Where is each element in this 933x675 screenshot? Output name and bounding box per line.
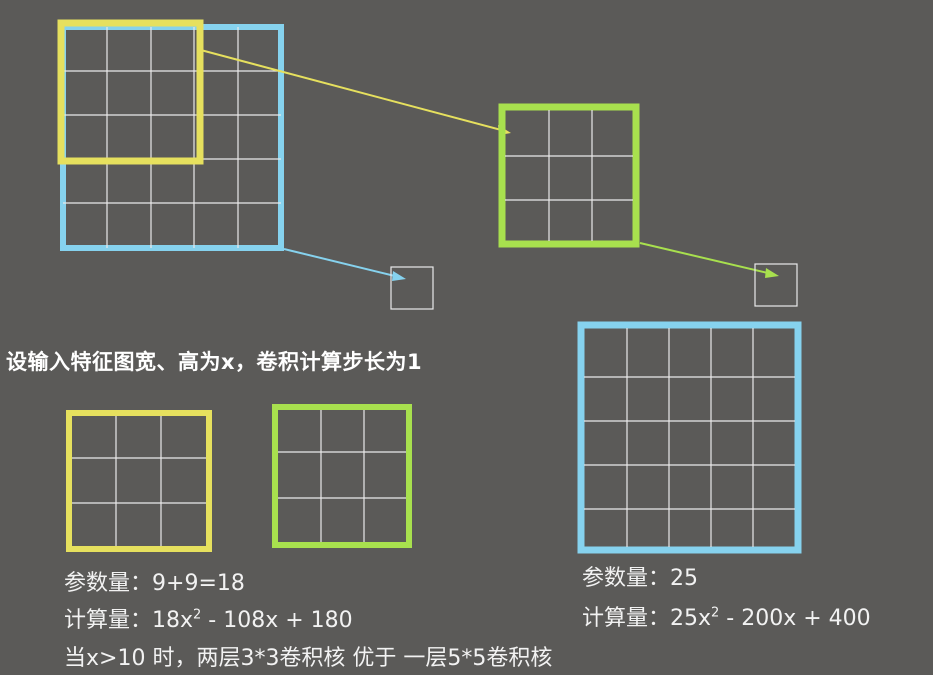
yellow-kernel-3x3 [66,410,212,552]
right-compute-label: 计算量： [582,606,671,631]
left-params: 参数量：9+9=18 [64,565,245,597]
green-kernel-3x3 [272,404,412,548]
right-params-value: 25 [670,566,699,591]
left-compute-b: - 108x + 180 [201,608,353,633]
right-params-label: 参数量： [582,566,671,591]
right-compute-a: 25x [670,606,712,631]
yellow-receptive-window [57,19,204,165]
left-compute-exp: 2 [193,607,202,623]
arrow-yellow-to-green [196,48,511,135]
cyan-kernel-5x5 [577,321,802,554]
left-compute-a: 18x [152,608,194,633]
right-params: 参数量：25 [582,560,698,592]
left-params-label: 参数量： [64,571,153,596]
intermediate-feature-map-3x3 [498,103,640,248]
output-cell-right [754,263,798,307]
input-feature-map-5x5 [60,24,284,251]
conclusion-text: 当x>10 时，两层3*3卷积核 优于 一层5*5卷积核 [64,646,553,671]
left-compute: 计算量：18x2 - 108x + 180 [64,602,353,634]
right-compute-b: - 200x + 400 [719,606,871,631]
output-cell-left [390,266,434,310]
left-params-value: 9+9=18 [152,571,245,596]
arrow-cyan-to-output [283,248,406,281]
description-text: 设输入特征图宽、高为x，卷积计算步长为1 [6,350,423,374]
right-compute: 计算量：25x2 - 200x + 400 [582,600,871,632]
arrow-green-to-output [639,242,779,278]
left-compute-label: 计算量： [64,608,153,633]
right-compute-exp: 2 [711,605,720,621]
